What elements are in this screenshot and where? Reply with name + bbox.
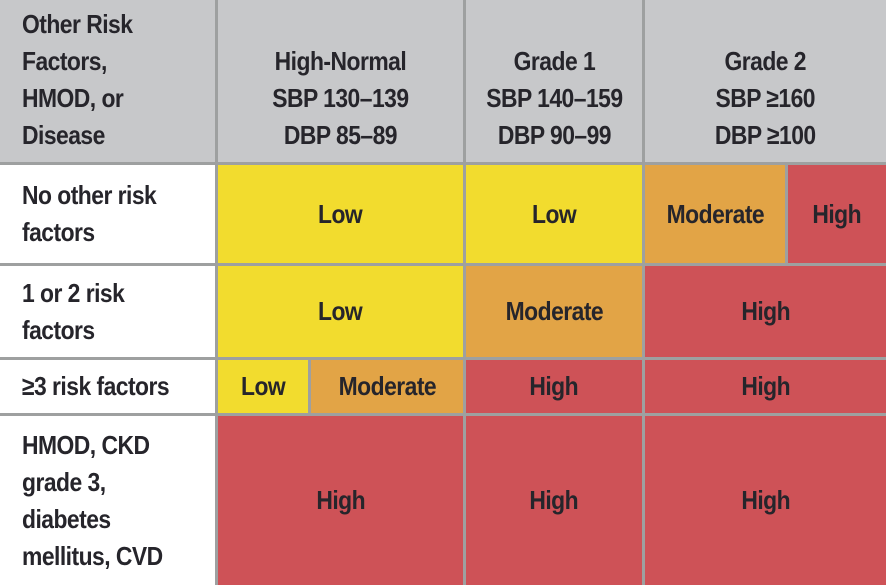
risk-cell-text: High: [741, 371, 790, 401]
risk-cell: High: [645, 266, 886, 357]
row-label-text: HMOD, CKD grade 3, diabetes mellitus, CV…: [22, 429, 163, 571]
risk-cell-text: Moderate: [338, 371, 436, 401]
header-col-grade2: Grade 2 SBP ≥160 DBP ≥100: [645, 0, 886, 162]
row-label-no-other-risk-factors: No other risk factors: [0, 165, 215, 263]
row-label-1-or-2-risk-factors: 1 or 2 risk factors: [0, 266, 215, 357]
risk-cell: High: [218, 416, 463, 585]
risk-cell-text: High: [529, 485, 579, 515]
header-col-high-normal-text: High-Normal SBP 130–139 DBP 85–89: [272, 46, 409, 150]
risk-cell: High: [645, 416, 886, 585]
risk-cell: High: [466, 416, 642, 585]
risk-cell: Low: [218, 266, 463, 357]
row-label-text: ≥3 risk factors: [22, 371, 170, 401]
row-label-hmod-ckd-diabetes-cvd: HMOD, CKD grade 3, diabetes mellitus, CV…: [0, 416, 215, 585]
risk-cell-text: High: [741, 485, 790, 515]
row-label-text: 1 or 2 risk factors: [22, 277, 125, 345]
header-col-grade1: Grade 1 SBP 140–159 DBP 90–99: [466, 0, 642, 162]
header-row-label: Other Risk Factors, HMOD, or Disease: [0, 0, 215, 162]
risk-cell-text: Low: [240, 371, 286, 401]
risk-cell: Moderate: [466, 266, 642, 357]
risk-cell-text: High: [741, 296, 790, 326]
row-label-3-or-more-risk-factors: ≥3 risk factors: [0, 360, 215, 413]
risk-cell-text: Moderate: [505, 296, 603, 326]
risk-cell: Moderate: [311, 360, 463, 413]
risk-cell: High: [466, 360, 642, 413]
risk-cell: High: [645, 360, 886, 413]
risk-cell: Moderate: [645, 165, 785, 263]
header-row-label-text: Other Risk Factors, HMOD, or Disease: [22, 9, 133, 150]
header-col-grade2-text: Grade 2 SBP ≥160 DBP ≥100: [715, 46, 816, 150]
risk-cell-text: High: [316, 485, 365, 515]
header-col-grade1-text: Grade 1 SBP 140–159 DBP 90–99: [485, 46, 623, 150]
risk-cell: Low: [218, 360, 308, 413]
header-col-high-normal: High-Normal SBP 130–139 DBP 85–89: [218, 0, 463, 162]
risk-cell-text: High: [529, 371, 579, 401]
risk-cell: High: [788, 165, 886, 263]
risk-cell-text: High: [812, 198, 862, 229]
risk-cell-text: Low: [318, 296, 363, 326]
risk-cell-text: Low: [318, 198, 363, 229]
risk-cell-text: Low: [531, 198, 577, 229]
risk-cell: Low: [466, 165, 642, 263]
risk-cell-text: Moderate: [666, 198, 764, 229]
risk-cell: Low: [218, 165, 463, 263]
row-label-text: No other risk factors: [22, 180, 157, 247]
